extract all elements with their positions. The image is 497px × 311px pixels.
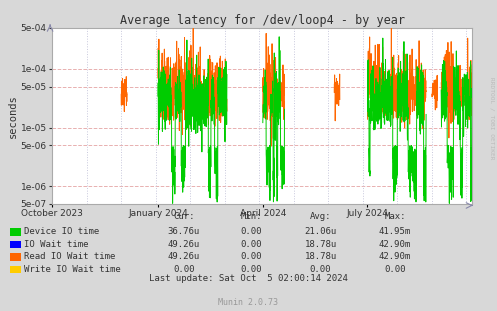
Text: 0.00: 0.00 bbox=[384, 265, 406, 273]
Text: 49.26u: 49.26u bbox=[168, 252, 200, 261]
Text: RRDTOOL / TOBI OETIKER: RRDTOOL / TOBI OETIKER bbox=[490, 77, 495, 160]
Y-axis label: seconds: seconds bbox=[8, 94, 18, 138]
Text: 42.90m: 42.90m bbox=[379, 252, 411, 261]
Text: 0.00: 0.00 bbox=[240, 240, 262, 248]
Text: 49.26u: 49.26u bbox=[168, 240, 200, 248]
Title: Average latency for /dev/loop4 - by year: Average latency for /dev/loop4 - by year bbox=[120, 14, 405, 27]
Text: IO Wait time: IO Wait time bbox=[24, 240, 88, 248]
Text: 41.95m: 41.95m bbox=[379, 227, 411, 236]
Text: 0.00: 0.00 bbox=[173, 265, 195, 273]
Text: Munin 2.0.73: Munin 2.0.73 bbox=[219, 298, 278, 307]
Text: 0.00: 0.00 bbox=[240, 265, 262, 273]
Text: 36.76u: 36.76u bbox=[168, 227, 200, 236]
Text: 0.00: 0.00 bbox=[240, 227, 262, 236]
Text: Last update: Sat Oct  5 02:00:14 2024: Last update: Sat Oct 5 02:00:14 2024 bbox=[149, 274, 348, 283]
Text: 42.90m: 42.90m bbox=[379, 240, 411, 248]
Text: Min:: Min: bbox=[240, 212, 262, 221]
Text: 21.06u: 21.06u bbox=[305, 227, 336, 236]
Text: 18.78u: 18.78u bbox=[305, 240, 336, 248]
Text: Avg:: Avg: bbox=[310, 212, 331, 221]
Text: 18.78u: 18.78u bbox=[305, 252, 336, 261]
Text: 0.00: 0.00 bbox=[310, 265, 331, 273]
Text: Write IO Wait time: Write IO Wait time bbox=[24, 265, 121, 273]
Text: Cur:: Cur: bbox=[173, 212, 195, 221]
Text: 0.00: 0.00 bbox=[240, 252, 262, 261]
Text: Max:: Max: bbox=[384, 212, 406, 221]
Text: Read IO Wait time: Read IO Wait time bbox=[24, 252, 115, 261]
Text: Device IO time: Device IO time bbox=[24, 227, 99, 236]
